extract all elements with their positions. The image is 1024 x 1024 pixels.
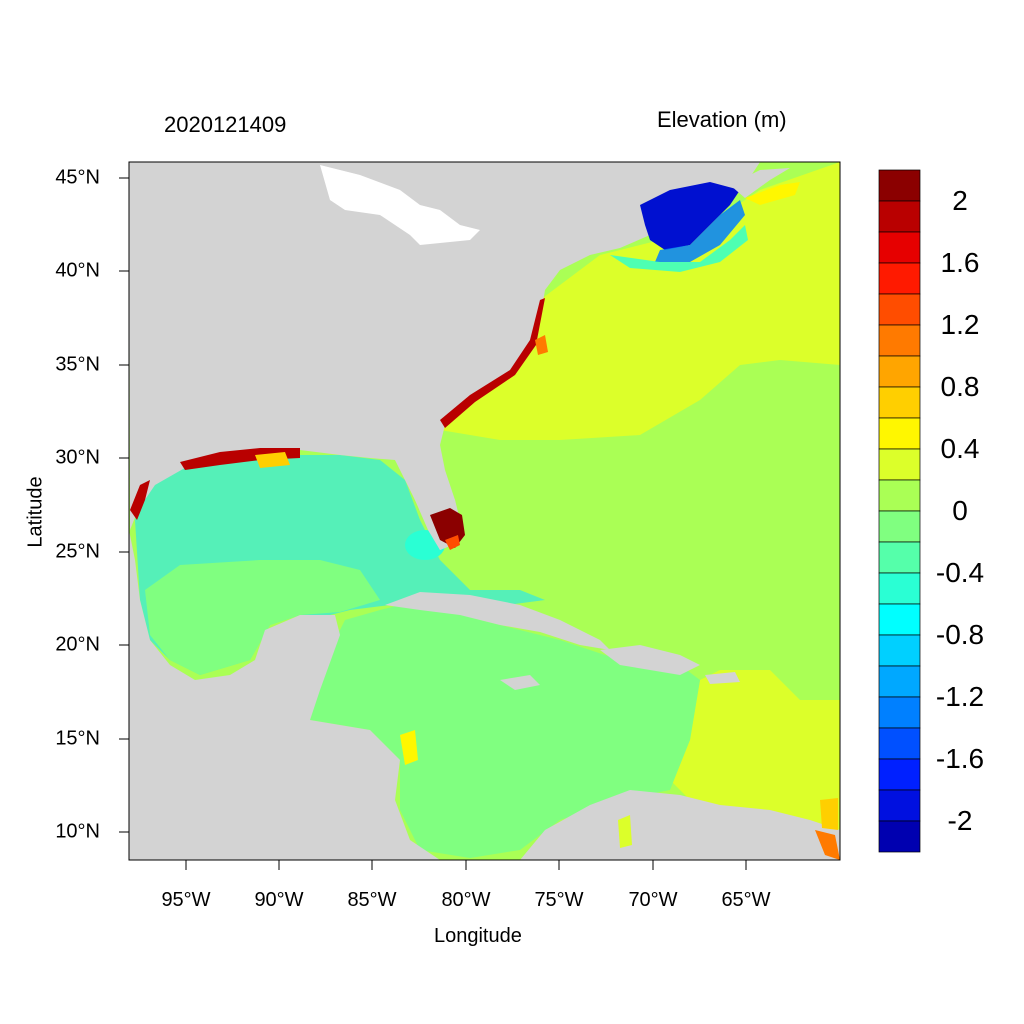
y-tick-label: 35°N (55, 353, 100, 376)
colorbar-swatch (878, 231, 921, 264)
x-tick-label: 85°W (347, 889, 397, 911)
y-tick-label: 30°N (55, 446, 100, 469)
trinidad-anomaly (815, 830, 840, 860)
colorbar-swatch (878, 665, 921, 698)
x-tick-label: 80°W (441, 889, 491, 911)
colorbar-swatch (878, 727, 921, 760)
colorbar-swatch (878, 417, 921, 450)
atlantic-southeast-region (670, 670, 840, 860)
colorbar-swatch (878, 541, 921, 574)
hispaniola-land (600, 645, 700, 675)
colorbar-label: -0.8 (935, 619, 985, 650)
map-area (129, 162, 840, 860)
colorbar-swatch (878, 789, 921, 822)
y-tick-label: 20°N (55, 633, 100, 656)
y-axis-label: Latitude (24, 476, 47, 548)
x-tick-label: 70°W (628, 889, 678, 911)
x-tick-label: 95°W (161, 889, 211, 911)
colorbar-label: 0.4 (940, 433, 980, 464)
colorbar (878, 169, 921, 853)
colorbar-swatch (878, 262, 921, 295)
colorbar-label: 2 (952, 185, 968, 216)
great-lakes (320, 165, 480, 245)
cape-hatteras-anomaly (535, 335, 548, 355)
colorbar-swatch (878, 758, 921, 791)
central-america-anomaly (400, 730, 418, 765)
jamaica-land (500, 675, 540, 690)
cuba-land (385, 592, 610, 650)
north-america-land (129, 162, 760, 550)
y-tick-label: 40°N (55, 259, 100, 282)
colorbar-swatch (878, 696, 921, 729)
y-tick-label: 25°N (55, 540, 100, 563)
texas-coast-surge (130, 480, 150, 520)
colorbar-label: 0 (952, 495, 968, 526)
scotian-shelf-anomaly (745, 182, 800, 205)
plot-frame (128, 161, 841, 861)
colorbar-swatch (878, 324, 921, 357)
x-tick-label: 75°W (534, 889, 584, 911)
florida-surge-edge (445, 535, 460, 550)
colorbar-swatch (878, 820, 921, 853)
x-tick-label: 65°W (721, 889, 771, 911)
colorbar-label: -1.2 (935, 681, 985, 712)
colorbar-swatch (878, 572, 921, 605)
caribbean-region (310, 600, 700, 858)
tick-marks (119, 177, 747, 870)
puerto-rico-land (705, 672, 740, 684)
colorbar-label: -0.4 (935, 557, 985, 588)
gulf-of-maine-edge (610, 225, 748, 272)
y-tick-label: 15°N (55, 727, 100, 750)
colorbar-swatch (878, 603, 921, 636)
nova-scotia-land (730, 168, 790, 198)
colorbar-swatch (878, 448, 921, 481)
colorbar-label: 1.2 (940, 309, 980, 340)
colorbar-label: -2 (947, 805, 973, 836)
gulf-interior (145, 560, 380, 675)
colorbar-swatch (878, 293, 921, 326)
timestamp-label: 2020121409 (164, 112, 287, 137)
gulf-of-maine-gradient (655, 200, 745, 262)
y-tick-label: 45°N (55, 166, 100, 189)
colorbar-label: 0.8 (940, 371, 980, 402)
y-tick-label: 10°N (55, 820, 100, 843)
atlantic-coast-surge (440, 298, 545, 428)
colorbar-label: 1.6 (940, 247, 980, 278)
colorbar-label: -1.6 (935, 743, 985, 774)
x-tick-label: 90°W (254, 889, 304, 911)
colorbar-swatch (878, 634, 921, 667)
colorbar-swatch (878, 169, 921, 202)
colorbar-swatch (878, 479, 921, 512)
colorbar-swatch (878, 386, 921, 419)
south-america-land (520, 790, 840, 860)
variable-title: Elevation (m) (657, 107, 787, 132)
mexico-land (129, 530, 440, 860)
gulf-of-maine-anomaly (640, 182, 740, 250)
colorbar-swatch (878, 355, 921, 388)
x-axis-label: Longitude (434, 925, 522, 947)
colorbar-swatch (878, 510, 921, 543)
venezuela-anomaly (618, 815, 632, 848)
lesser-antilles-anomaly (820, 798, 838, 830)
louisiana-anomaly (255, 452, 290, 468)
colorbar-swatch (878, 200, 921, 233)
